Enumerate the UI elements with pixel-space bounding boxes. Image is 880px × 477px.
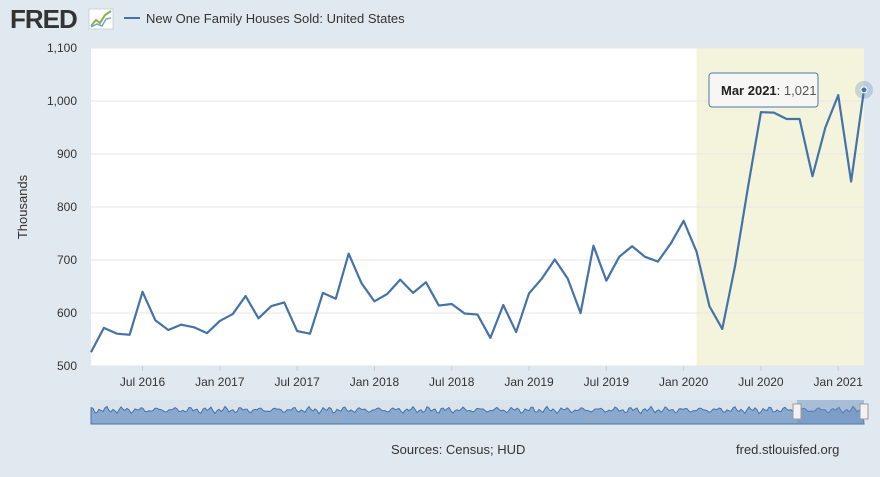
navigator[interactable]: 2000 2010	[90, 400, 869, 426]
x-tick-label: Jan 2019	[504, 375, 554, 389]
x-tick-label: Jan 2020	[659, 375, 709, 389]
y-tick-label: 700	[57, 253, 77, 267]
tooltip: Mar 2021: 1,021	[708, 72, 819, 108]
x-tick-label: Jul 2020	[738, 375, 784, 389]
x-axis-ticks: Jul 2016 Jan 2017 Jul 2017 Jan 2018 Jul 2018…	[120, 366, 863, 389]
x-tick-label: Jan 2021	[814, 375, 864, 389]
x-tick-label: Jan 2017	[195, 375, 245, 389]
navigator-label-2000: 2000	[320, 415, 343, 426]
x-tick-label: Jul 2018	[429, 375, 475, 389]
series-points	[855, 80, 873, 99]
tooltip-value: 1,021	[784, 83, 817, 98]
tooltip-date: Mar 2021	[721, 83, 777, 98]
y-tick-label: 600	[57, 306, 77, 320]
series-line[interactable]	[90, 89, 866, 353]
x-tick-label: Jul 2017	[274, 375, 320, 389]
y-tick-label: 1,100	[47, 41, 77, 55]
x-tick-label: Jul 2016	[120, 375, 166, 389]
navigator-left-handle[interactable]	[792, 403, 802, 420]
y-axis-label: Thousands	[15, 174, 30, 239]
svg-text:Mar 2021: 1,021: Mar 2021: 1,021	[721, 83, 816, 98]
y-axis-ticks: 500 600 700 800 900 1,000 1,100	[47, 41, 77, 373]
navigator-series	[90, 405, 865, 425]
y-tick-label: 500	[57, 359, 77, 373]
y-tick-label: 1,000	[47, 94, 77, 108]
hover-point[interactable]	[860, 86, 868, 94]
y-tick-label: 800	[57, 200, 77, 214]
navigator-selection[interactable]	[797, 400, 864, 424]
fred-logo-graph-icon	[88, 8, 114, 30]
site-link[interactable]: fred.stlouisfed.org	[736, 442, 839, 457]
navigator-right-handle[interactable]	[859, 403, 869, 420]
x-tick-label: Jan 2018	[350, 375, 400, 389]
fred-logo[interactable]: FRED	[10, 4, 78, 34]
sources-text: Sources: Census; HUD	[391, 442, 525, 457]
tooltip-separator: :	[777, 83, 784, 98]
y-tick-label: 900	[57, 147, 77, 161]
legend-label[interactable]: New One Family Houses Sold: United State…	[146, 11, 405, 26]
x-tick-label: Jul 2019	[584, 375, 630, 389]
navigator-label-2010: 2010	[586, 415, 609, 426]
